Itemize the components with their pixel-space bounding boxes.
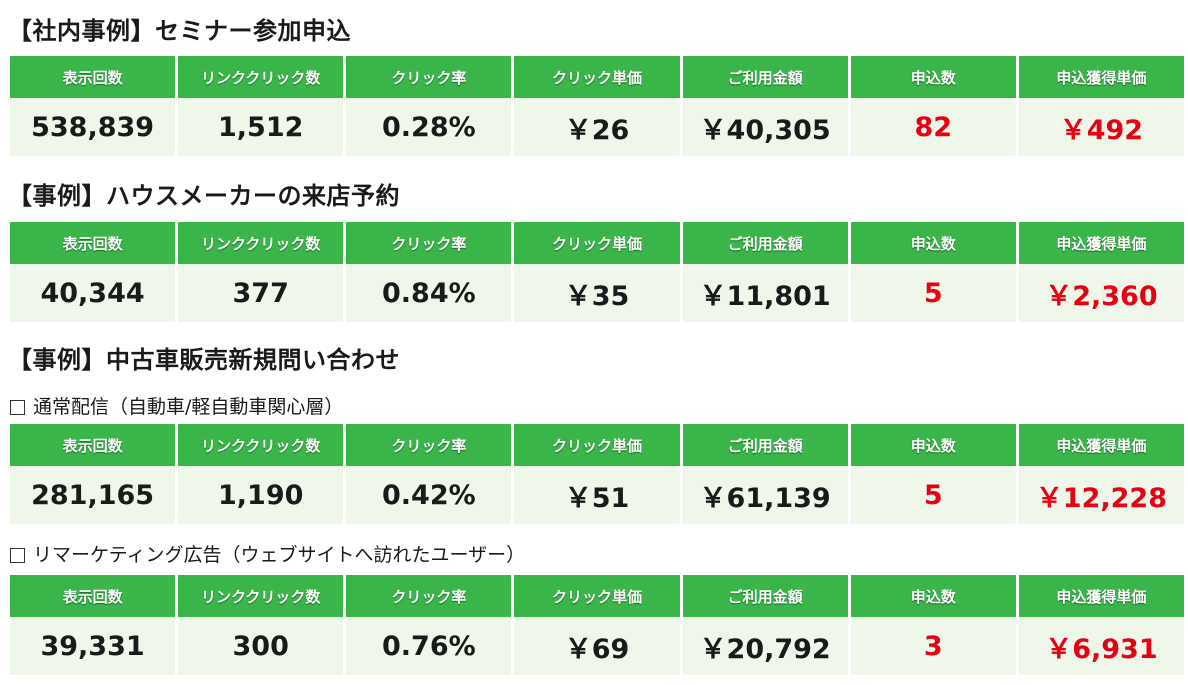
stats-table-standard: 表示回数 リンククリック数 クリック率 クリック単価 ご利用金額 申込数 申込獲…	[10, 424, 1184, 524]
stats-table-remarketing: 表示回数 リンククリック数 クリック率 クリック単価 ご利用金額 申込数 申込獲…	[10, 575, 1184, 675]
header-impressions: 表示回数	[10, 222, 179, 264]
value-cost-per-click: ￥35	[514, 264, 683, 322]
section-title-used-car: 【事例】中古車販売新規問い合わせ	[8, 346, 400, 374]
stats-table-seminar: 表示回数 リンククリック数 クリック率 クリック単価 ご利用金額 申込数 申込獲…	[10, 56, 1184, 156]
header-cost-per-application: 申込獲得単価	[1018, 56, 1184, 98]
value-applications: 82	[850, 98, 1019, 156]
checkbox-icon	[10, 399, 25, 415]
header-amount-spent: ご利用金額	[682, 222, 851, 264]
header-amount-spent: ご利用金額	[682, 56, 851, 98]
value-cost-per-application: ￥492	[1018, 98, 1184, 156]
table-row: 281,165 1,190 0.42% ￥51 ￥61,139 5 ￥12,22…	[10, 466, 1184, 524]
header-impressions: 表示回数	[10, 424, 179, 466]
table-header-row: 表示回数 リンククリック数 クリック率 クリック単価 ご利用金額 申込数 申込獲…	[10, 424, 1184, 466]
value-click-rate: 0.28%	[346, 98, 515, 156]
subsection-title-remarketing: リマーケティング広告（ウェブサイトへ訪れたユーザー）	[10, 543, 525, 567]
value-applications: 5	[850, 264, 1019, 322]
header-cost-per-click: クリック単価	[514, 56, 683, 98]
value-cost-per-click: ￥26	[514, 98, 683, 156]
value-cost-per-click: ￥51	[514, 466, 683, 524]
table-row: 40,344 377 0.84% ￥35 ￥11,801 5 ￥2,360	[10, 264, 1184, 322]
header-impressions: 表示回数	[10, 56, 179, 98]
header-impressions: 表示回数	[10, 575, 179, 617]
header-cost-per-application: 申込獲得単価	[1018, 222, 1184, 264]
header-click-rate: クリック率	[346, 56, 515, 98]
table-header-row: 表示回数 リンククリック数 クリック率 クリック単価 ご利用金額 申込数 申込獲…	[10, 222, 1184, 264]
header-applications: 申込数	[850, 222, 1019, 264]
subsection-label: リマーケティング広告（ウェブサイトへ訪れたユーザー）	[33, 544, 526, 566]
header-cost-per-application: 申込獲得単価	[1018, 575, 1184, 617]
value-cost-per-application: ￥6,931	[1018, 617, 1184, 675]
value-applications: 3	[850, 617, 1019, 675]
value-amount-spent: ￥11,801	[682, 264, 851, 322]
value-cost-per-click: ￥69	[514, 617, 683, 675]
header-applications: 申込数	[850, 424, 1019, 466]
header-click-rate: クリック率	[346, 424, 515, 466]
value-cost-per-application: ￥2,360	[1018, 264, 1184, 322]
value-link-clicks: 1,512	[178, 98, 347, 156]
value-link-clicks: 300	[178, 617, 347, 675]
value-click-rate: 0.42%	[346, 466, 515, 524]
header-link-clicks: リンククリック数	[178, 424, 347, 466]
table-header-row: 表示回数 リンククリック数 クリック率 クリック単価 ご利用金額 申込数 申込獲…	[10, 56, 1184, 98]
subsection-label: 通常配信（自動車/軽自動車関心層）	[33, 396, 344, 418]
value-amount-spent: ￥61,139	[682, 466, 851, 524]
value-click-rate: 0.84%	[346, 264, 515, 322]
header-link-clicks: リンククリック数	[178, 56, 347, 98]
table-row: 538,839 1,512 0.28% ￥26 ￥40,305 82 ￥492	[10, 98, 1184, 156]
section-title-house-maker: 【事例】ハウスメーカーの来店予約	[8, 182, 400, 210]
header-click-rate: クリック率	[346, 575, 515, 617]
value-impressions: 40,344	[10, 264, 179, 322]
value-link-clicks: 377	[178, 264, 347, 322]
header-applications: 申込数	[850, 56, 1019, 98]
header-link-clicks: リンククリック数	[178, 575, 347, 617]
header-click-rate: クリック率	[346, 222, 515, 264]
header-amount-spent: ご利用金額	[682, 424, 851, 466]
table-row: 39,331 300 0.76% ￥69 ￥20,792 3 ￥6,931	[10, 617, 1184, 675]
table-header-row: 表示回数 リンククリック数 クリック率 クリック単価 ご利用金額 申込数 申込獲…	[10, 575, 1184, 617]
value-amount-spent: ￥20,792	[682, 617, 851, 675]
header-amount-spent: ご利用金額	[682, 575, 851, 617]
value-impressions: 281,165	[10, 466, 179, 524]
header-cost-per-application: 申込獲得単価	[1018, 424, 1184, 466]
header-cost-per-click: クリック単価	[514, 222, 683, 264]
value-impressions: 538,839	[10, 98, 179, 156]
header-cost-per-click: クリック単価	[514, 575, 683, 617]
value-impressions: 39,331	[10, 617, 179, 675]
value-applications: 5	[850, 466, 1019, 524]
stats-table-house-maker: 表示回数 リンククリック数 クリック率 クリック単価 ご利用金額 申込数 申込獲…	[10, 222, 1184, 322]
checkbox-icon	[10, 547, 25, 563]
section-title-seminar: 【社内事例】セミナー参加申込	[8, 17, 351, 45]
value-click-rate: 0.76%	[346, 617, 515, 675]
header-applications: 申込数	[850, 575, 1019, 617]
header-cost-per-click: クリック単価	[514, 424, 683, 466]
value-amount-spent: ￥40,305	[682, 98, 851, 156]
value-link-clicks: 1,190	[178, 466, 347, 524]
header-link-clicks: リンククリック数	[178, 222, 347, 264]
subsection-title-standard: 通常配信（自動車/軽自動車関心層）	[10, 395, 343, 419]
value-cost-per-application: ￥12,228	[1018, 466, 1184, 524]
